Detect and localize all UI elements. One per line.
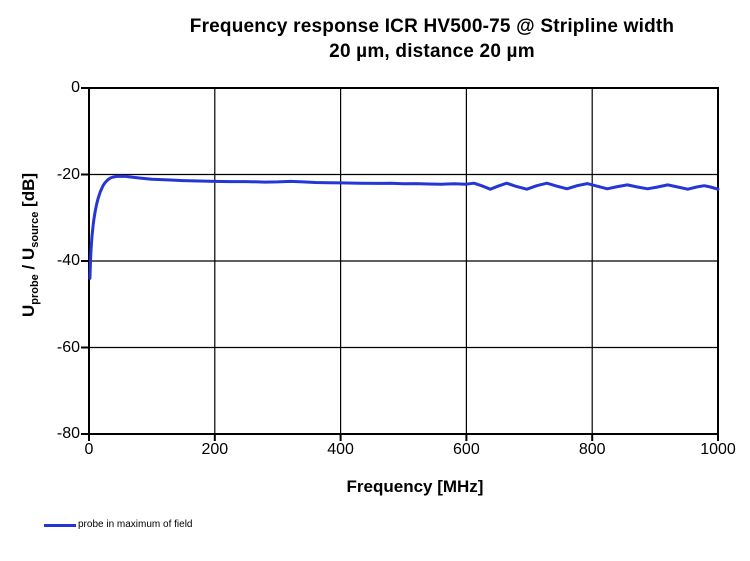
y-tick-label: -40 [56, 252, 80, 269]
y-tick-label: -60 [56, 338, 80, 356]
y-tick-label: -20 [56, 165, 80, 183]
y-tick-label: -80 [56, 425, 80, 442]
chart-title-line-2: 20 µm, distance 20 µm [329, 41, 535, 62]
x-tick-label: 600 [453, 441, 480, 458]
chart-title-line-1: Frequency response ICR HV500-75 @ Stripl… [189, 16, 675, 37]
x-tick-label: 200 [201, 441, 229, 458]
legend-line-swatch [44, 523, 76, 527]
y-axis-title-subscript: source [29, 211, 42, 248]
legend-label: probe in maximum of field [78, 519, 193, 530]
y-axis-title-text: / U [18, 247, 38, 275]
y-tick-label: 0 [71, 79, 80, 96]
y-axis-title-text: U [18, 304, 38, 318]
x-tick-label: 1000 [700, 441, 736, 458]
x-tick-label: 0 [84, 441, 94, 458]
y-axis-title-text: [dB] [18, 172, 38, 212]
frequency-response-curve [88, 174, 720, 280]
chart-title: Frequency response ICR HV500-75 @ Stripl… [114, 14, 750, 64]
y-axis-title: Uprobe / Usource [dB] [19, 173, 41, 317]
legend: probe in maximum of field [44, 519, 193, 531]
x-tick-label: 800 [578, 441, 606, 458]
x-tick-label: 400 [327, 441, 354, 458]
y-axis-title-subscript: probe [29, 274, 42, 305]
x-axis-title: Frequency [MHz] [346, 477, 484, 496]
